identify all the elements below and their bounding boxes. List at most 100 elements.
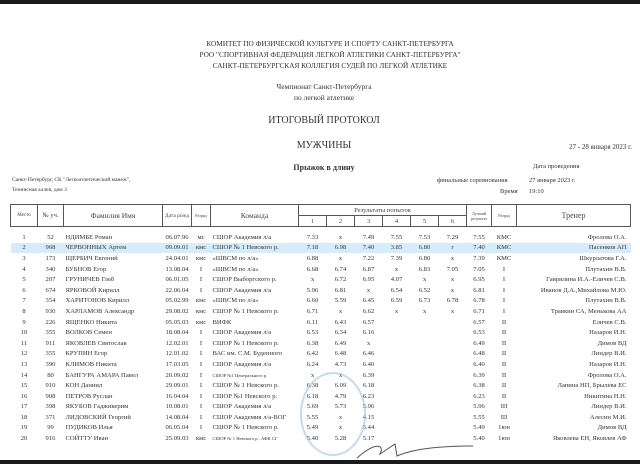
place-cell: 7 — [22, 297, 26, 305]
new-rank-cell: II — [501, 339, 507, 347]
new-rank-cell: II — [501, 360, 507, 368]
new-rank-cell: I — [502, 297, 506, 305]
coach-cell: Гаврилина И.А.-Еличев С.В. — [546, 276, 627, 284]
org-line-2: РОО "СПОРТИВНАЯ ФЕДЕРАЦИЯ ЛЕГКОЙ АТЛЕТИК… — [199, 50, 461, 59]
attempt-6-cell: 7.29 — [446, 233, 459, 241]
dob-cell: 06.01.05 — [165, 276, 189, 284]
coach-cell: Димов ВД — [597, 339, 627, 347]
attempt-4-cell: 6.59 — [390, 297, 403, 305]
dob-cell: 24.04.01 — [165, 254, 189, 262]
athlete-name-cell: ЯЩЕНКО Никита — [65, 318, 117, 326]
team-cell: СШОР Академия л/а — [212, 233, 272, 241]
athlete-name-cell: ЯКОВЛЕВ Святослав — [65, 339, 127, 347]
new-rank-cell: КМС — [496, 254, 512, 262]
results-table: Место № уч. Фамилия Имя Дата рожд Разряд… — [10, 204, 632, 444]
category-title: МУЖЧИНЫ — [296, 140, 352, 151]
bib-cell: 968 — [37, 242, 64, 254]
attempt-6-cell: x — [450, 276, 455, 284]
athlete-name-cell: ЯКУБОВ Гаджикерим — [65, 403, 129, 411]
table-row: 8 930 ХАРЛАМОВ Александр 29.08.02 кмс СШОР № … — [11, 306, 631, 317]
header-team: Команда — [210, 204, 299, 227]
attempt-6-cell: x — [450, 307, 455, 315]
athlete-name-cell: ВОЛКОВ Семен — [65, 329, 112, 337]
best-result-cell: 6.57 — [473, 318, 485, 326]
place-cell: 6 — [22, 286, 26, 294]
rank-cell: I — [199, 403, 203, 411]
rank-cell: I — [199, 265, 203, 273]
attempt-6-cell — [439, 317, 467, 328]
best-result-cell: 6.71 — [473, 307, 485, 315]
attempt-6-cell: r — [438, 242, 467, 254]
team-cell: СШОР Академия л/а — [212, 286, 272, 294]
attempt-4-cell — [383, 380, 411, 391]
attempt-4-cell: 6.54 — [390, 286, 403, 294]
new-rank-cell: II — [501, 318, 507, 326]
attempt-6-cell: x — [450, 286, 455, 294]
coach-cell: Плутахин В.В. — [585, 265, 627, 273]
new-rank-cell: III — [500, 413, 508, 421]
attempt-1-cell: 6.88 — [306, 254, 319, 262]
bib-cell: 398 — [45, 403, 56, 411]
dob-cell: 13.08.04 — [165, 265, 189, 273]
attempt-4-cell — [383, 349, 411, 360]
coach-cell: Назаров И.Н. — [589, 329, 627, 337]
attempt-4-cell — [383, 391, 411, 402]
championship-line-2: по легкой атлетике — [293, 93, 355, 102]
attempt-4-cell — [383, 402, 411, 413]
athlete-name-cell: ПЕТРОВ Руслан — [65, 392, 113, 400]
time-label: Время — [500, 188, 518, 195]
table-row: 6 674 ЯРКОВОЙ Кирилл 22.06.04 I СШОР Академия… — [11, 285, 631, 296]
coach-cell: Травкин СА, Менькова АА — [550, 307, 627, 315]
dob-cell: 16.04.04 — [165, 392, 189, 400]
attempt-5-cell: x — [422, 276, 427, 284]
coach-cell: Плутахин В.В. — [585, 297, 627, 305]
best-result-cell: 6.49 — [473, 339, 485, 347]
date-label: Дата проведения — [533, 163, 580, 170]
athlete-name-cell: БУБНОВ Егор — [65, 265, 107, 273]
team-cell: ВАС им. С.М. Буденного — [212, 350, 283, 358]
bib-cell: 930 — [45, 307, 56, 315]
attempt-5-cell: 6.80 — [418, 254, 431, 262]
coach-cell: Пасенков АП — [516, 242, 631, 254]
bib-cell: 355 — [45, 329, 56, 337]
table-row: 11 911 ЯКОВЛЕВ Святослав 12.02.01 I СШОР № 1 … — [11, 338, 631, 349]
team-cell: СШОР Академия л/а — [212, 329, 272, 337]
header-dob: Дата рожд — [162, 204, 192, 227]
dob-cell: 12.02.01 — [165, 339, 189, 347]
table-row: 9 226 ЯЩЕНКО Никита 05.05.03 кмс ВИФК 6.11 6.43… — [11, 317, 631, 328]
team-cell: ВИФК — [212, 318, 232, 326]
attempt-1-cell: 6.11 — [306, 318, 319, 326]
rank-cell: кмс — [191, 242, 211, 254]
attempt-3-cell: x — [366, 339, 371, 347]
bib-cell: 80 — [47, 371, 54, 379]
best-result-cell: 6.78 — [473, 297, 485, 305]
attempt-1-cell: x — [310, 276, 315, 284]
dob-cell: 14.08.04 — [165, 413, 189, 421]
attempt-5-cell: 6.73 — [418, 297, 431, 305]
new-rank-cell: КМС — [491, 242, 517, 254]
table-row: 14 80 БАНГУРА АМАРА Павел 20.09.02 I СШОР №1 … — [11, 370, 631, 381]
rank-cell: I — [199, 371, 203, 379]
attempt-5-cell: 6.83 — [418, 265, 431, 273]
coach-cell: Линдер В.И. — [591, 350, 627, 358]
table-row: 10 355 ВОЛКОВ Семен 18.08.04 I СШОР Академия … — [11, 327, 631, 338]
coach-cell: Линдер В.И. — [591, 403, 627, 411]
official-stamp — [300, 372, 366, 456]
attempt-2-cell: 6.34 — [334, 329, 347, 337]
coach-cell: Димов ВД — [597, 424, 627, 432]
attempt-6-cell — [439, 412, 467, 423]
best-result-cell: 7.55 — [473, 233, 485, 241]
attempt-2-cell: 6.49 — [334, 339, 347, 347]
attempt-4-cell — [383, 359, 411, 370]
new-rank-cell: 1юн — [498, 424, 510, 432]
org-line-3: САНКТ-ПЕТЕРБУРГСКАЯ КОЛЛЕГИЯ СУДЕЙ ПО ЛЕ… — [212, 61, 448, 70]
best-result-cell: 6.38 — [473, 382, 485, 390]
coach-cell: Шкурлатова Г.А. — [579, 254, 627, 262]
new-rank-cell: III — [500, 403, 508, 411]
rank-cell: I — [199, 392, 203, 400]
attempt-5-cell: 6.52 — [418, 286, 431, 294]
attempt-4-cell — [383, 327, 411, 338]
attempt-5-cell — [411, 370, 439, 381]
rank-cell: I — [199, 382, 203, 390]
place-cell: 16 — [20, 392, 28, 400]
